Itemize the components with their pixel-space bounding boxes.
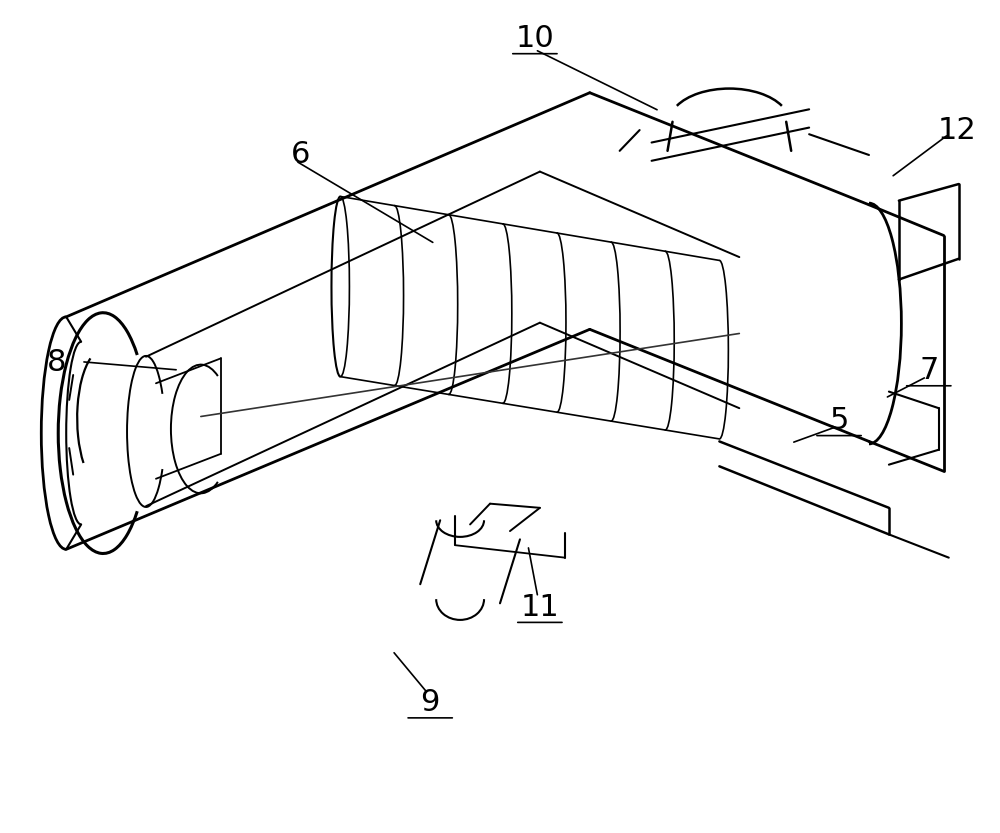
Text: 5: 5 bbox=[829, 407, 849, 435]
Text: 7: 7 bbox=[919, 357, 938, 386]
Text: 8: 8 bbox=[46, 348, 66, 377]
Text: 12: 12 bbox=[937, 116, 976, 145]
Text: 11: 11 bbox=[521, 593, 559, 622]
Text: 9: 9 bbox=[421, 688, 440, 717]
Text: 10: 10 bbox=[516, 24, 554, 53]
Text: 6: 6 bbox=[291, 141, 310, 169]
